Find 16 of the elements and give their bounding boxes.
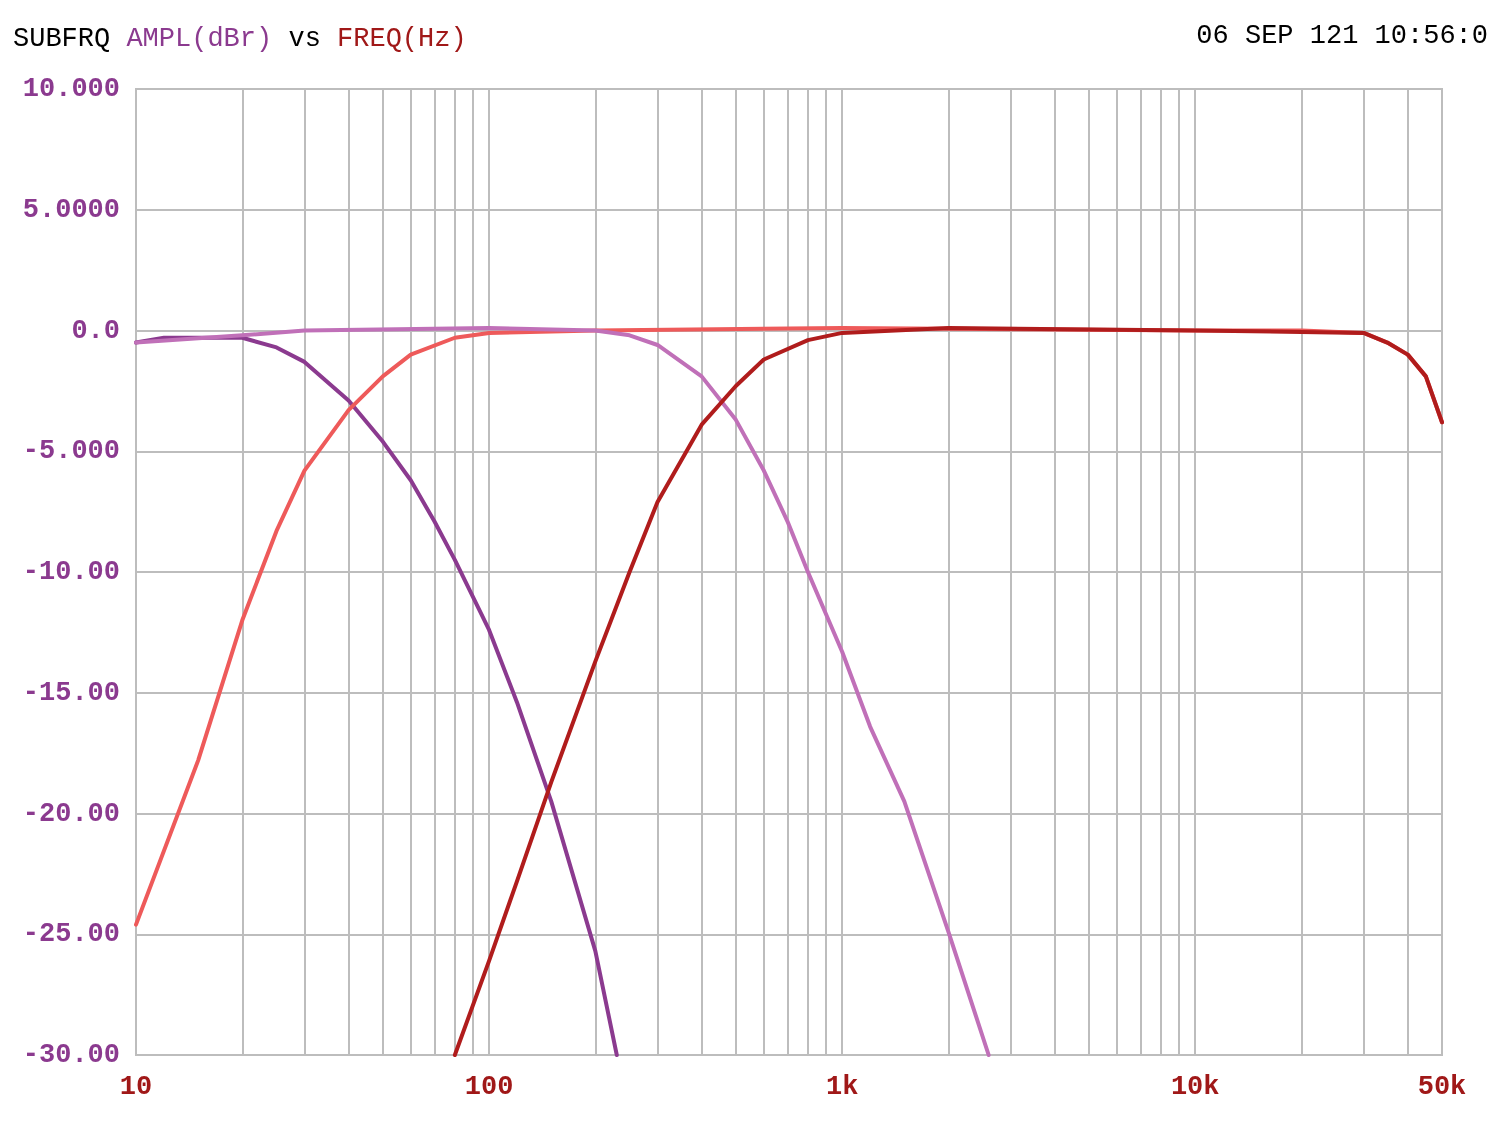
x-tick-label: 10k <box>1170 1071 1220 1102</box>
x-tick-label: 100 <box>464 1071 514 1102</box>
chart-title: SUBFRQ AMPL(dBr) vs FREQ(Hz) <box>13 23 467 54</box>
y-tick-label: 5.0000 <box>22 194 120 225</box>
y-tick-label: -25.00 <box>22 919 120 950</box>
y-tick-label: 0.0 <box>71 315 120 346</box>
y-tick-label: -10.00 <box>22 557 120 587</box>
y-tick-label: -15.00 <box>22 677 120 708</box>
y-tick-label: -5.000 <box>22 436 120 467</box>
x-tick-label: 10 <box>119 1071 153 1102</box>
y-tick-label: -20.00 <box>22 798 120 829</box>
y-tick-label: 10.000 <box>22 74 120 104</box>
y-tick-label: -30.00 <box>22 1040 120 1070</box>
x-tick-label: 1k <box>825 1071 859 1102</box>
x-tick-label: 50k <box>1417 1071 1467 1102</box>
text: 06 SEP 121 10:56:0 <box>1196 20 1489 51</box>
